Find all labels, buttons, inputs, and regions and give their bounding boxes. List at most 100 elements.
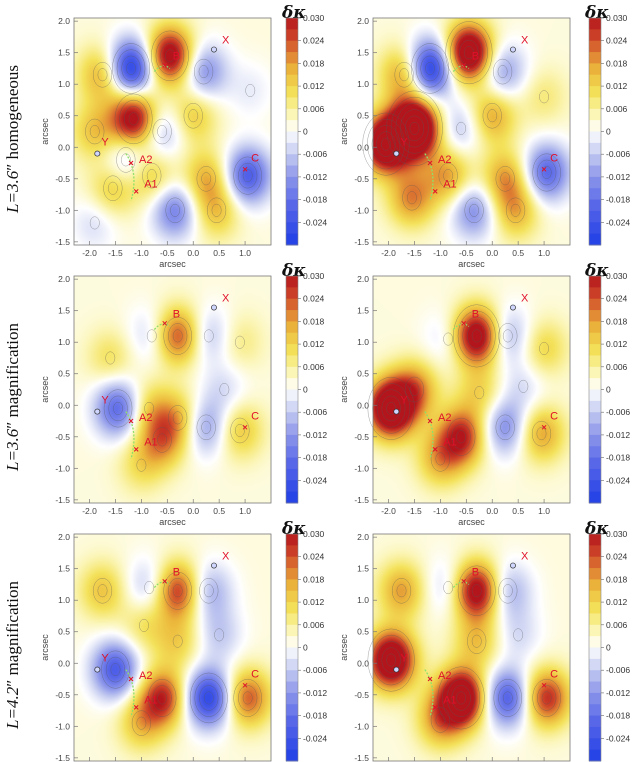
colorbar-tick-label-5-7: -0.012 [606,688,630,698]
colorbar-tick-label-2-5: 0 [303,385,308,395]
colorbar-tick-label-0-3: 0.012 [303,81,325,91]
colorbar-seg-0-12 [286,154,298,167]
colorbar-tick-label-4-9: -0.024 [303,733,327,743]
critical-curve-a-0 [125,153,135,202]
contour-0-16-1 [89,216,100,230]
marker-X-5 [510,562,516,569]
colorbar-tick-label-5-6: -0.006 [606,665,630,675]
colorbar-tick-label-5-9: -0.024 [606,733,630,743]
y-tick-label-2-7: -1.5 [55,495,70,505]
label-Y-5: Y [400,653,408,665]
x-tick-label-2-6: 1.0 [239,506,251,516]
colorbar-tick-label-1-0: 0.030 [606,13,628,23]
colorbar-tick-label-2-1: 0.024 [303,294,325,304]
heatmap-panel-2 [74,276,271,503]
contour-1-12-2 [402,184,422,211]
y-tick-label-2-3: 0.5 [58,369,70,379]
contour-1-13-1 [510,203,521,217]
x-tick-label-0-0: -2.0 [82,248,97,258]
colorbar-tick-label-2-4: 0.006 [303,362,325,372]
colorbar-seg-1-16 [589,199,601,212]
colorbar-seg-5-8 [589,624,601,637]
colorbar-seg-3-5 [589,332,601,345]
contour-4-5-1 [157,691,168,705]
label-A2-1: A2 [438,154,451,166]
colorbar-seg-1-13 [589,165,601,178]
label-C-3: C [550,410,558,422]
heatmap-panel-3 [373,276,570,503]
x-tick-label-0-1: -1.5 [108,248,123,258]
colorbar-tick-label-5-2: 0.018 [606,574,628,584]
contour-4-6-4 [189,672,228,724]
contour-4-10-1 [214,628,225,642]
label-B-4: B [173,566,180,578]
y-tick-label-4-2: 1.0 [58,595,70,605]
contour-5-6-3 [493,678,523,717]
critical-curve-a-3 [424,411,434,460]
contour-5-5-2 [451,685,471,711]
x-tick-label-1-0: -2.0 [381,248,396,258]
x-tick-label-0-2: -1.0 [134,248,149,258]
contour-4-1-1 [144,581,155,595]
colorbar-tick-label-4-4: 0.006 [303,620,325,630]
contour-0-0-2 [121,55,141,82]
contour-1-4-2 [404,115,425,142]
marker-A1-1 [432,189,438,194]
contour-3-11-1 [539,342,549,356]
colorbar-seg-1-10 [589,131,601,144]
colorbar-seg-1-8 [589,108,601,121]
x-tick-label-2-1: -1.5 [108,506,123,516]
contour-2-5-1 [144,401,155,415]
y-tick-label-1-1: 1.5 [357,48,369,58]
critical-curve-a-4 [125,669,135,718]
contour-1-11-1 [443,169,454,183]
x-tick-label-3-0: -2.0 [381,506,396,516]
contour-0-7-1 [89,125,100,138]
contour-3-3-3 [376,389,406,428]
label-X-1: X [521,35,529,47]
contour-0-2-2 [92,62,113,88]
contour-0-1-4 [150,30,189,82]
colorbar-tick-label-0-5: 0 [303,127,308,137]
x-axis-label-2: arcsec [159,517,186,527]
label-A1-2: A1 [144,436,157,448]
colorbar-seg-5-19 [589,749,601,762]
marker-A2-1 [427,160,433,166]
critical-curve-a-5 [424,669,434,718]
plot-frame-4 [73,533,272,762]
contour-1-7-1 [487,109,498,123]
contour-2-8-1 [234,423,245,437]
y-tick-label-5-4: 0.0 [357,658,369,668]
contour-3-0-2 [467,323,487,349]
contour-5-4-4 [372,634,411,686]
y-tick-label-5-2: 1.0 [357,595,369,605]
colorbar-seg-3-2 [589,298,601,311]
colorbar-seg-5-17 [589,726,601,739]
colorbar-seg-5-1 [589,545,601,558]
contour-0-4-1 [128,112,139,126]
contour-2-1-1 [146,329,157,343]
x-tick-label-1-4: 0.0 [486,248,498,258]
colorbar-seg-4-12 [286,670,298,683]
colorbar-seg-0-6 [286,86,298,98]
x-tick-label-0-3: -0.5 [160,248,175,258]
colorbar-seg-0-1 [286,29,298,42]
plot-frame-1 [372,17,571,246]
label-B-2: B [173,308,180,320]
colorbar-seg-2-4 [286,321,298,334]
y-axis-label-4: arcsec [40,634,50,661]
colorbar-seg-3-19 [589,491,601,504]
y-tick-label-1-4: 0.0 [357,142,369,152]
colorbar-tick-label-1-6: -0.006 [606,149,630,159]
colorbar-seg-2-15 [286,446,298,459]
colorbar-seg-3-11 [589,400,601,413]
contour-0-9-2 [116,147,136,173]
marker-X-3 [510,304,516,311]
colorbar-tick-label-4-2: 0.018 [303,574,325,584]
label-C-4: C [251,668,259,680]
marker-X-4 [211,562,217,569]
contour-1-9-1 [469,203,480,217]
colorbar-seg-1-7 [589,97,601,110]
contour-4-3-1 [97,584,108,598]
label-B-0: B [173,50,180,62]
